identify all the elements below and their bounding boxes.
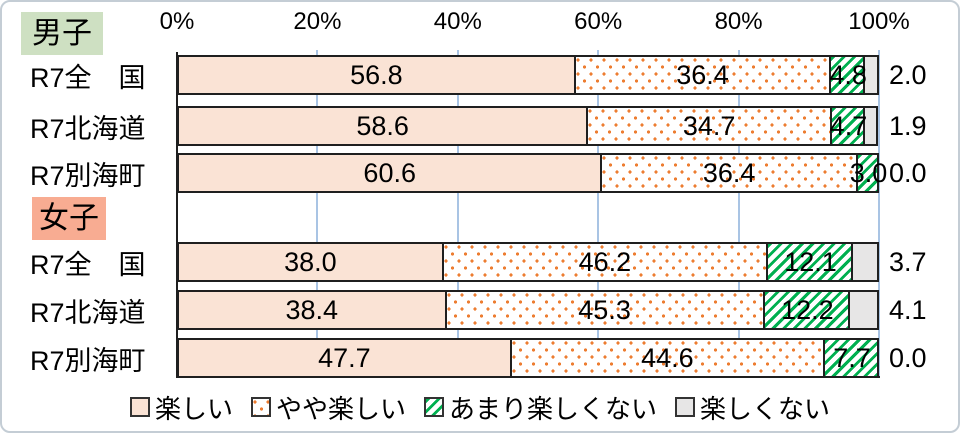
legend: 楽しい やや楽しい あまり楽しくない 楽しくない bbox=[2, 385, 958, 429]
bar-row: 38.4 45.3 12.2 4.1 bbox=[177, 290, 927, 330]
gridline bbox=[316, 50, 319, 378]
bar-row: 56.8 36.4 4.8 2.0 bbox=[177, 55, 927, 95]
axis-tick-label: 0% bbox=[159, 8, 195, 35]
y-axis-line bbox=[176, 52, 178, 378]
group-label-boys: 男子 bbox=[21, 12, 103, 55]
segment-not-very-fun bbox=[831, 55, 865, 95]
legend-swatch-icon bbox=[424, 397, 444, 417]
segment-fun: 47.7 bbox=[177, 338, 512, 378]
segment-not-very-fun bbox=[824, 338, 879, 378]
outside-value-label: 2.0 bbox=[889, 60, 927, 90]
axis-tick-label: 100% bbox=[848, 8, 910, 35]
legend-swatch-icon bbox=[675, 397, 696, 417]
bar-row: 38.0 46.2 12.1 3.7 bbox=[177, 242, 927, 282]
segment-not-very-fun bbox=[764, 290, 851, 330]
bar-row: 58.6 34.7 4.7 1.9 bbox=[177, 106, 927, 146]
axis-tick-label: 20% bbox=[293, 8, 342, 35]
segment-somewhat-fun: 45.3 bbox=[446, 290, 765, 330]
category-label: R7全 国 bbox=[30, 249, 146, 280]
legend-swatch-icon bbox=[250, 397, 271, 417]
segment-value-label: 4.7 bbox=[829, 111, 868, 141]
outside-value-label: 3.7 bbox=[889, 247, 927, 277]
segment-fun: 56.8 bbox=[177, 55, 576, 95]
segment-somewhat-fun: 44.6 bbox=[511, 338, 825, 378]
legend-item: やや楽しい bbox=[250, 389, 406, 426]
legend-label: やや楽しい bbox=[275, 393, 406, 424]
segment-fun: 58.6 bbox=[177, 106, 589, 146]
segment-not-fun bbox=[864, 106, 879, 146]
gridline bbox=[737, 50, 740, 378]
gridline bbox=[597, 50, 600, 378]
segment-fun: 38.0 bbox=[177, 242, 444, 282]
segment-somewhat-fun: 36.4 bbox=[602, 153, 858, 193]
axis-tick-label: 80% bbox=[714, 8, 763, 35]
segment-somewhat-fun: 34.7 bbox=[588, 106, 832, 146]
segment-not-fun bbox=[853, 242, 879, 282]
legend-label: 楽しくない bbox=[700, 393, 831, 424]
segment-value-label: 7.7 bbox=[833, 343, 871, 373]
segment-value-label: 12.2 bbox=[781, 295, 834, 325]
gridline bbox=[878, 50, 880, 378]
bar-row: 47.7 44.6 7.7 0.0 bbox=[177, 338, 927, 378]
legend-label: あまり楽しくない bbox=[449, 393, 658, 424]
outside-value-label: 0.0 bbox=[889, 158, 927, 188]
segment-not-very-fun bbox=[857, 153, 879, 193]
gridline bbox=[456, 50, 459, 378]
category-label: R7別海町 bbox=[30, 160, 146, 191]
segment-not-fun bbox=[850, 290, 879, 330]
segment-value-label: 4.8 bbox=[829, 60, 867, 90]
segment-not-very-fun bbox=[831, 106, 865, 146]
segment-not-very-fun bbox=[768, 242, 854, 282]
category-label: R7別海町 bbox=[30, 345, 146, 376]
segment-not-fun bbox=[864, 55, 879, 95]
category-label: R7全 国 bbox=[30, 62, 146, 93]
legend-label: 楽しい bbox=[154, 393, 233, 424]
axis-tick-label: 60% bbox=[574, 8, 623, 35]
segment-somewhat-fun: 36.4 bbox=[575, 55, 832, 95]
segment-value-label: 3.0 bbox=[849, 158, 888, 188]
category-label: R7北海道 bbox=[30, 113, 146, 144]
legend-swatch-icon bbox=[129, 397, 150, 417]
segment-fun: 60.6 bbox=[177, 153, 603, 193]
legend-item: 楽しくない bbox=[675, 389, 830, 426]
segment-value-label: 12.1 bbox=[784, 247, 837, 277]
category-label: R7北海道 bbox=[30, 297, 146, 328]
legend-item: 楽しい bbox=[129, 389, 233, 426]
outside-value-label: 4.1 bbox=[889, 295, 927, 325]
legend-item: あまり楽しくない bbox=[424, 389, 657, 426]
outside-value-label: 0.0 bbox=[889, 343, 927, 373]
group-label-girls: 女子 bbox=[32, 197, 106, 240]
segment-somewhat-fun: 46.2 bbox=[443, 242, 769, 282]
outside-value-label: 1.9 bbox=[889, 111, 927, 141]
segment-fun: 38.4 bbox=[177, 290, 447, 330]
bar-row: 60.6 36.4 3.0 0.0 bbox=[177, 153, 927, 193]
axis-tick-label: 40% bbox=[433, 8, 482, 35]
